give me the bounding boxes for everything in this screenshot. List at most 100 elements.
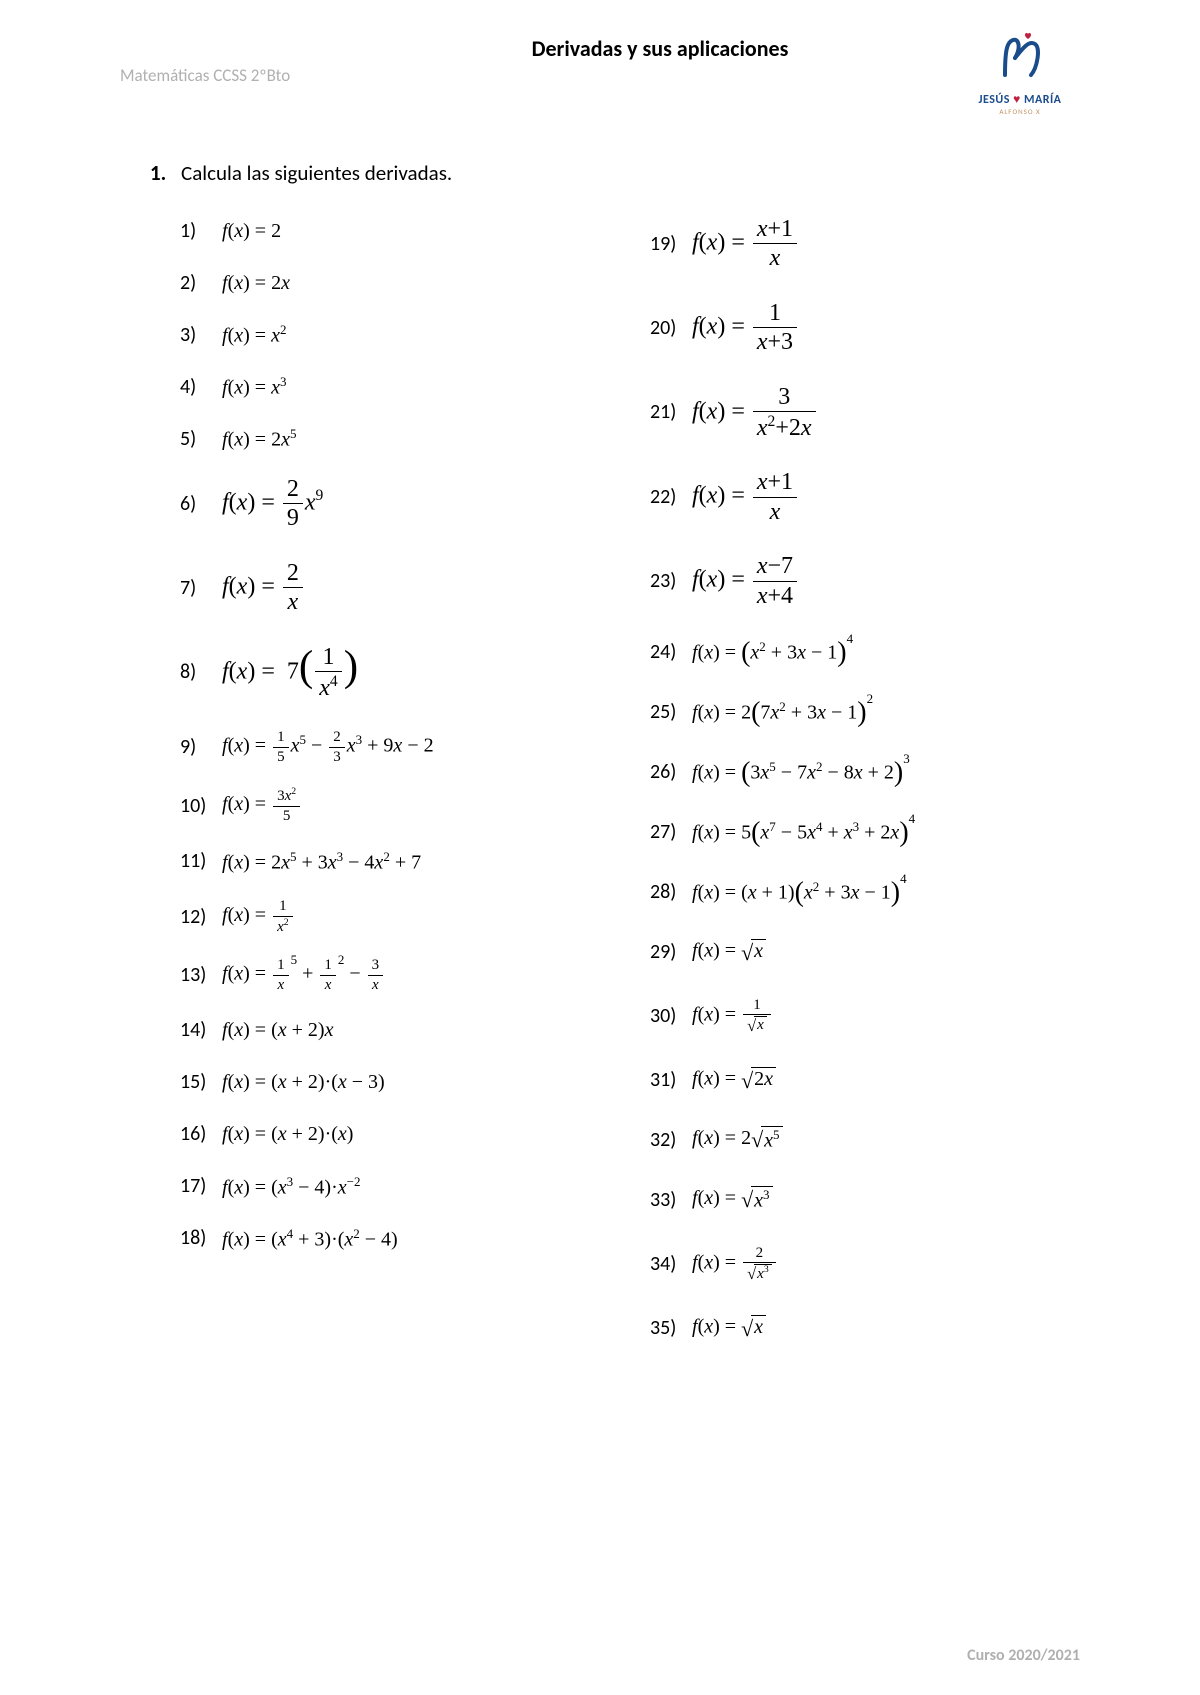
exercise-number: 26) xyxy=(650,760,692,784)
exercise-item: 23)f(x) = x−7x+4 xyxy=(650,553,1080,609)
exercise-expression: f(x) = (x + 2)·(x − 3) xyxy=(222,1071,385,1094)
exercise-number: 10) xyxy=(180,794,222,818)
exercise-expression: f(x) = 2x xyxy=(222,560,305,616)
exercise-expression: f(x) = (x + 2)x xyxy=(222,1019,333,1042)
footer-year: Curso 2020/2021 xyxy=(967,1646,1080,1665)
exercise-item: 8)f(x) = 7(1x4) xyxy=(180,644,610,702)
exercise-number: 8) xyxy=(180,660,222,684)
exercise-number: 35) xyxy=(650,1316,692,1340)
exercise-expression: f(x) = 3x2+2x xyxy=(692,384,818,442)
exercise-expression: f(x) = 2x5 + 3x3 − 4x2 + 7 xyxy=(222,849,421,875)
section-text: Calcula las siguientes derivadas. xyxy=(181,160,452,186)
exercise-number: 9) xyxy=(180,735,222,759)
exercise-number: 23) xyxy=(650,569,692,593)
exercise-expression: f(x) = √2x xyxy=(692,1067,776,1093)
exercise-number: 30) xyxy=(650,1004,692,1028)
exercise-expression: f(x) = 2√x5 xyxy=(692,1126,783,1153)
document-header: Matemáticas CCSS 2ºBto Derivadas y sus a… xyxy=(120,30,1080,120)
exercise-number: 27) xyxy=(650,820,692,844)
exercise-number: 25) xyxy=(650,700,692,724)
exercise-expression: f(x) = 2 xyxy=(222,220,281,243)
logo-subtext: ALFONSO X xyxy=(960,107,1080,116)
exercise-expression: f(x) = (x + 2)·(x) xyxy=(222,1123,353,1146)
exercise-number: 20) xyxy=(650,316,692,340)
exercise-number: 28) xyxy=(650,880,692,904)
logo-icon xyxy=(985,30,1055,85)
exercise-number: 19) xyxy=(650,232,692,256)
exercise-expression: f(x) = x+1x xyxy=(692,216,799,272)
exercise-item: 32)f(x) = 2√x5 xyxy=(650,1125,1080,1155)
exercise-number: 32) xyxy=(650,1128,692,1152)
exercise-item: 25)f(x) = 2(7x2 + 3x − 1)2 xyxy=(650,697,1080,727)
section-heading: 1. Calcula las siguientes derivadas. xyxy=(150,160,1080,186)
exercise-expression: f(x) = 7(1x4) xyxy=(222,644,358,702)
exercise-item: 1)f(x) = 2 xyxy=(180,216,610,246)
exercise-number: 5) xyxy=(180,427,222,451)
exercise-expression: f(x) = (x3 − 4)·x−2 xyxy=(222,1174,360,1200)
exercise-expression: f(x) = x3 xyxy=(222,374,286,400)
exercise-column-left: 1)f(x) = 22)f(x) = 2x3)f(x) = x24)f(x) =… xyxy=(180,216,610,1373)
exercise-item: 17)f(x) = (x3 − 4)·x−2 xyxy=(180,1171,610,1201)
exercise-expression: f(x) = 1x5 + 1x2 − 3x xyxy=(222,957,385,993)
exercise-number: 18) xyxy=(180,1226,222,1250)
exercise-item: 7)f(x) = 2x xyxy=(180,560,610,616)
exercise-expression: f(x) = (3x5 − 7x2 − 8x + 2)3 xyxy=(692,759,910,785)
exercise-number: 21) xyxy=(650,400,692,424)
exercise-item: 14)f(x) = (x + 2)x xyxy=(180,1015,610,1045)
exercise-expression: f(x) = x2 xyxy=(222,322,286,348)
exercise-columns: 1)f(x) = 22)f(x) = 2x3)f(x) = x24)f(x) =… xyxy=(120,216,1080,1373)
exercise-expression: f(x) = (x2 + 3x − 1)4 xyxy=(692,639,853,665)
exercise-item: 10)f(x) = 3x25 xyxy=(180,787,610,824)
exercise-number: 31) xyxy=(650,1068,692,1092)
document-title: Derivadas y sus aplicaciones xyxy=(360,35,960,62)
exercise-number: 17) xyxy=(180,1174,222,1198)
exercise-expression: f(x) = 2x xyxy=(222,272,290,295)
exercise-item: 34)f(x) = 2√x3 xyxy=(650,1245,1080,1283)
exercise-expression: f(x) = 5(x7 − 5x4 + x3 + 2x)4 xyxy=(692,819,915,845)
exercise-item: 3)f(x) = x2 xyxy=(180,320,610,350)
exercise-item: 19)f(x) = x+1x xyxy=(650,216,1080,272)
exercise-number: 1) xyxy=(180,219,222,243)
exercise-item: 15)f(x) = (x + 2)·(x − 3) xyxy=(180,1067,610,1097)
exercise-expression: f(x) = x−7x+4 xyxy=(692,553,799,609)
school-logo: JESÚS ♥ MARÍA ALFONSO X xyxy=(960,30,1080,116)
exercise-expression: f(x) = 2x5 xyxy=(222,426,296,452)
exercise-item: 29)f(x) = √x xyxy=(650,937,1080,967)
exercise-number: 16) xyxy=(180,1122,222,1146)
section-number: 1. xyxy=(150,160,166,186)
exercise-number: 6) xyxy=(180,492,222,516)
exercise-expression: f(x) = 15x5 − 23x3 + 9x − 2 xyxy=(222,729,434,765)
exercise-number: 3) xyxy=(180,323,222,347)
exercise-item: 31)f(x) = √2x xyxy=(650,1065,1080,1095)
exercise-number: 12) xyxy=(180,905,222,929)
exercise-expression: f(x) = x+1x xyxy=(692,469,799,525)
exercise-number: 7) xyxy=(180,576,222,600)
exercise-item: 35)f(x) = √x xyxy=(650,1313,1080,1343)
exercise-item: 5)f(x) = 2x5 xyxy=(180,424,610,454)
exercise-number: 4) xyxy=(180,375,222,399)
exercise-item: 18)f(x) = (x4 + 3)·(x2 − 4) xyxy=(180,1223,610,1253)
exercise-item: 28)f(x) = (x + 1)(x2 + 3x − 1)4 xyxy=(650,877,1080,907)
exercise-item: 12)f(x) = 1x2 xyxy=(180,898,610,935)
exercise-number: 33) xyxy=(650,1188,692,1212)
exercise-expression: f(x) = √x3 xyxy=(692,1186,773,1213)
exercise-number: 13) xyxy=(180,963,222,987)
exercise-item: 6)f(x) = 29x9 xyxy=(180,476,610,532)
exercise-number: 15) xyxy=(180,1070,222,1094)
exercise-number: 34) xyxy=(650,1252,692,1276)
exercise-item: 4)f(x) = x3 xyxy=(180,372,610,402)
exercise-item: 13)f(x) = 1x5 + 1x2 − 3x xyxy=(180,957,610,993)
exercise-item: 33)f(x) = √x3 xyxy=(650,1185,1080,1215)
exercise-item: 27)f(x) = 5(x7 − 5x4 + x3 + 2x)4 xyxy=(650,817,1080,847)
exercise-item: 2)f(x) = 2x xyxy=(180,268,610,298)
exercise-item: 21)f(x) = 3x2+2x xyxy=(650,384,1080,442)
exercise-expression: f(x) = 1√x xyxy=(692,997,773,1035)
course-label: Matemáticas CCSS 2ºBto xyxy=(120,65,360,86)
exercise-expression: f(x) = √x xyxy=(692,939,766,965)
exercise-item: 11)f(x) = 2x5 + 3x3 − 4x2 + 7 xyxy=(180,846,610,876)
exercise-item: 22)f(x) = x+1x xyxy=(650,469,1080,525)
exercise-number: 22) xyxy=(650,485,692,509)
exercise-column-right: 19)f(x) = x+1x20)f(x) = 1x+321)f(x) = 3x… xyxy=(650,216,1080,1373)
exercise-expression: f(x) = (x + 1)(x2 + 3x − 1)4 xyxy=(692,879,907,905)
exercise-item: 16)f(x) = (x + 2)·(x) xyxy=(180,1119,610,1149)
